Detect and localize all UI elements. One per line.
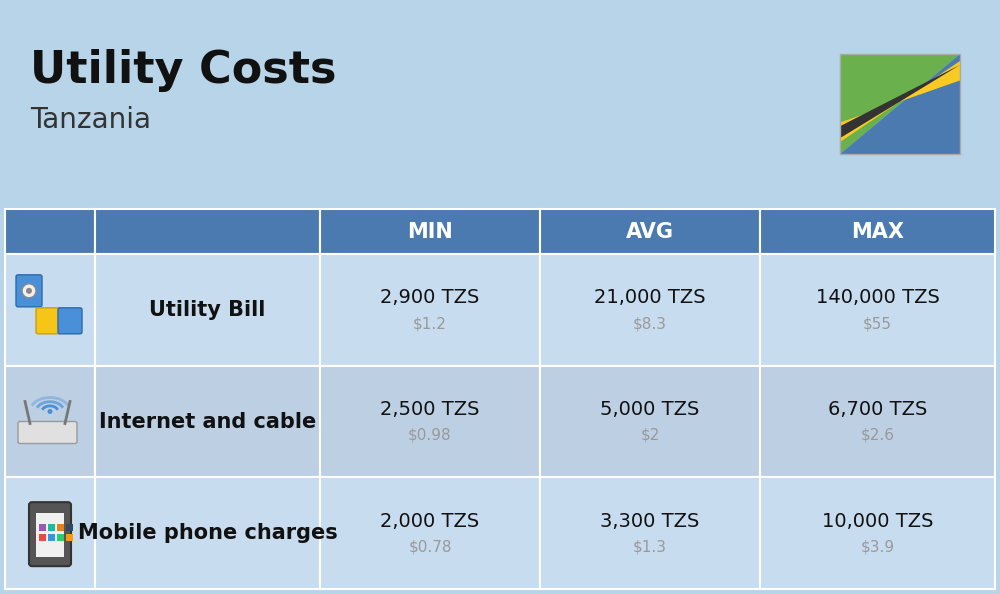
Bar [39,534,46,541]
Text: 140,000 TZS: 140,000 TZS [816,288,939,307]
Text: Mobile phone charges: Mobile phone charges [78,523,337,543]
Bar [5,366,95,478]
Text: 5,000 TZS: 5,000 TZS [600,400,700,419]
Text: Internet and cable: Internet and cable [99,412,316,431]
Text: 2,500 TZS: 2,500 TZS [380,400,480,419]
Bar [95,209,320,254]
Text: $8.3: $8.3 [633,317,667,331]
Bar [95,478,320,589]
Text: 3,300 TZS: 3,300 TZS [600,511,700,530]
Bar [39,524,46,531]
FancyBboxPatch shape [36,308,60,334]
Bar [540,366,760,478]
Text: $1.2: $1.2 [413,317,447,331]
Text: 21,000 TZS: 21,000 TZS [594,288,706,307]
Bar [540,209,760,254]
Bar [760,209,995,254]
Bar [48,534,55,541]
Text: $2: $2 [640,428,660,443]
Bar [540,254,760,366]
Polygon shape [840,65,960,138]
Text: MAX: MAX [851,222,904,242]
Bar [57,534,64,541]
Text: Utility Bill: Utility Bill [149,300,266,320]
Bar [840,54,960,154]
Text: Utility Costs: Utility Costs [30,49,336,92]
Text: $0.78: $0.78 [408,540,452,555]
Bar [48,524,55,531]
Bar [760,478,995,589]
Text: $2.6: $2.6 [860,428,895,443]
Text: $0.98: $0.98 [408,428,452,443]
Bar [5,478,95,589]
Polygon shape [840,61,960,142]
Text: 6,700 TZS: 6,700 TZS [828,400,927,419]
Bar [36,513,64,557]
Text: Tanzania: Tanzania [30,106,151,134]
Bar [66,534,73,541]
Bar [320,478,540,589]
Polygon shape [840,54,960,154]
FancyBboxPatch shape [58,308,82,334]
Circle shape [26,288,32,294]
Bar [320,366,540,478]
Bar [5,254,95,366]
Bar [5,209,95,254]
Polygon shape [840,54,960,154]
Bar [57,524,64,531]
Bar [66,524,73,531]
Text: $3.9: $3.9 [860,540,895,555]
Bar [320,254,540,366]
FancyBboxPatch shape [18,422,77,444]
Circle shape [22,284,36,298]
Text: 2,900 TZS: 2,900 TZS [380,288,480,307]
Bar [320,209,540,254]
FancyBboxPatch shape [16,275,42,307]
Text: 2,000 TZS: 2,000 TZS [380,511,480,530]
Text: AVG: AVG [626,222,674,242]
Text: 10,000 TZS: 10,000 TZS [822,511,933,530]
Bar [760,366,995,478]
Bar [95,366,320,478]
Bar [540,478,760,589]
Circle shape [48,409,52,414]
Bar [760,254,995,366]
FancyBboxPatch shape [29,502,71,566]
Text: MIN: MIN [407,222,453,242]
Text: $55: $55 [863,317,892,331]
Text: $1.3: $1.3 [633,540,667,555]
Bar [95,254,320,366]
